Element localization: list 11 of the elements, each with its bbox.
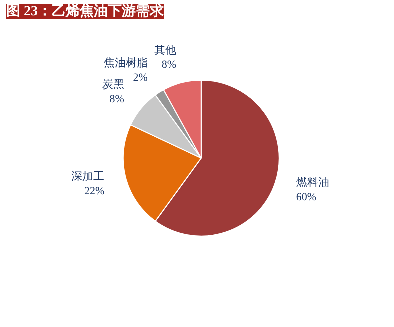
slice-label: 其他 [154,44,177,57]
slice-label: 炭黑 [102,78,124,92]
slice-label: 焦油树脂 [104,56,148,70]
data-label: 2% [133,72,148,84]
data-label: 8% [162,59,177,72]
data-label: 8% [110,94,124,106]
data-label: 60% [296,192,317,204]
data-label: 22% [84,185,105,198]
chart-title: 图 23：乙烯焦油下游需求 [6,4,165,20]
slice-label: 燃料油 [296,176,330,190]
slice-label: 深加工 [72,170,105,183]
